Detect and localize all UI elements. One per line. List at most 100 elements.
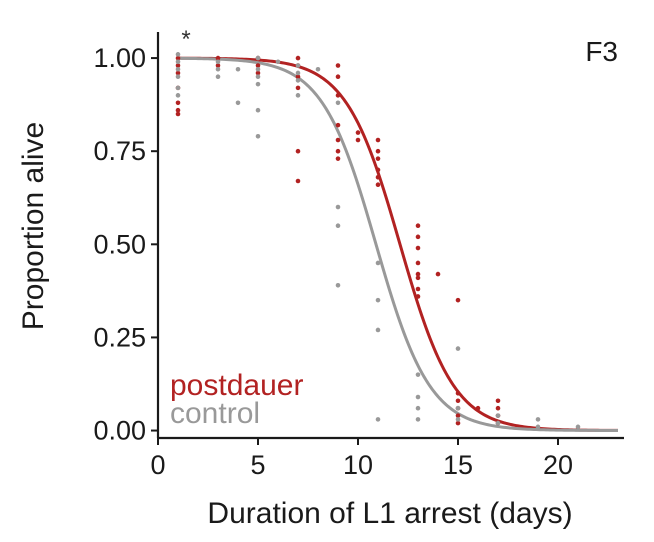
point-control [255,66,261,72]
x-axis-title: Duration of L1 arrest (days) [207,497,572,530]
panel-label: F3 [585,36,618,67]
y-tick-label: 0.00 [93,416,146,446]
point-control [375,297,381,303]
point-postdauer [495,398,501,404]
point-control [215,66,221,72]
point-control [495,420,501,426]
point-control [175,66,181,72]
point-control [455,405,461,411]
axes: 0.00 0.25 0.50 0.75 1.00 0 5 10 15 20 [93,32,624,480]
significance-asterisk: * [181,26,190,53]
point-postdauer [375,148,381,154]
legend-entry-control: control [170,397,260,430]
point-control [175,52,181,57]
point-control [255,107,261,113]
point-control [295,70,301,76]
y-axis-title: Proportion alive [17,122,50,330]
point-control [235,100,241,106]
point-postdauer [355,137,361,143]
x-axis-ticks: 0 5 10 15 20 [150,438,573,480]
point-control [295,63,301,68]
point-control [575,424,581,430]
point-postdauer [175,55,181,61]
point-postdauer [295,55,301,61]
legend: postdauer control [170,369,303,430]
point-control [415,417,421,422]
point-postdauer [415,260,421,266]
point-postdauer [175,63,181,68]
point-postdauer [455,391,461,396]
point-control [375,417,381,422]
point-postdauer [455,413,461,418]
data-points [175,52,581,430]
point-postdauer [435,271,441,277]
point-postdauer [295,85,301,91]
point-postdauer [375,182,381,188]
point-postdauer [335,63,341,68]
point-postdauer [375,174,381,180]
point-control [175,59,181,65]
point-control [495,413,501,418]
point-control [255,133,261,139]
point-control [535,424,541,430]
curve-control [177,56,618,432]
point-control [175,85,181,91]
point-control [255,55,261,61]
point-postdauer [295,178,301,184]
point-postdauer [335,93,341,98]
point-postdauer [455,297,461,303]
point-postdauer [335,148,341,154]
point-control [215,74,221,79]
y-tick-label: 0.75 [93,136,146,166]
point-postdauer [415,294,421,299]
point-postdauer [455,398,461,404]
x-tick-label: 20 [543,450,573,480]
point-postdauer [175,111,181,117]
point-postdauer [335,122,341,128]
fitted-curves [177,56,618,432]
point-control [415,372,421,377]
point-control [335,282,341,288]
point-postdauer [335,156,341,161]
x-tick-label: 15 [443,450,473,480]
point-control [175,74,181,79]
x-tick-label: 5 [250,450,265,480]
y-tick-label: 1.00 [93,43,146,73]
point-postdauer [415,234,421,240]
point-postdauer [255,70,261,76]
point-postdauer [375,137,381,143]
y-axis-ticks: 0.00 0.25 0.50 0.75 1.00 [93,43,158,446]
x-tick-label: 0 [150,450,165,480]
point-postdauer [375,167,381,173]
point-postdauer [455,420,461,426]
point-postdauer [335,74,341,79]
point-postdauer [415,223,421,228]
point-control [335,204,341,210]
y-tick-label: 0.50 [93,229,146,259]
point-control [295,78,301,83]
point-control [415,394,421,400]
point-control [455,346,461,351]
point-control [275,59,281,65]
point-control [315,66,321,72]
point-postdauer [375,156,381,161]
point-control [335,100,341,106]
point-postdauer [175,107,181,113]
point-postdauer [175,100,181,106]
point-postdauer [175,70,181,76]
x-tick-label: 10 [343,450,373,480]
point-postdauer [295,148,301,154]
point-postdauer [415,271,421,277]
point-control [255,81,261,87]
point-control [215,59,221,65]
point-postdauer [415,275,421,281]
legend-entry-postdauer: postdauer [170,369,303,402]
point-postdauer [355,130,361,135]
point-postdauer [415,286,421,292]
point-control [175,93,181,98]
plot-area [175,52,618,432]
point-postdauer [295,74,301,79]
point-postdauer [215,55,221,61]
point-postdauer [495,405,501,411]
